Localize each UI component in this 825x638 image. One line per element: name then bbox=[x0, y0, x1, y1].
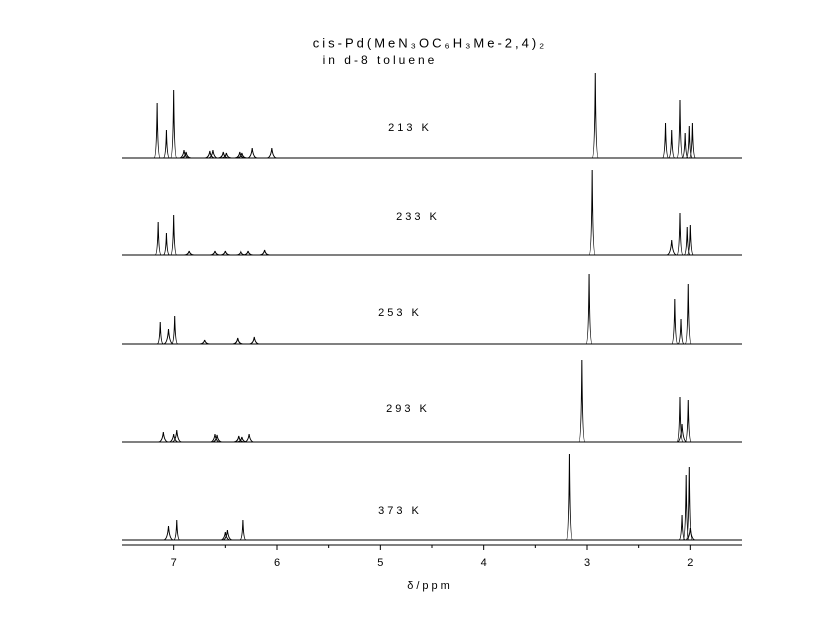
peak bbox=[173, 519, 181, 541]
peak bbox=[243, 250, 254, 256]
peak bbox=[163, 232, 170, 256]
peak bbox=[199, 339, 210, 345]
peak bbox=[671, 298, 679, 345]
x-tick-label: 3 bbox=[584, 557, 590, 569]
peak bbox=[234, 151, 245, 159]
peak bbox=[153, 102, 161, 159]
x-tick-label: 4 bbox=[481, 557, 487, 569]
peak bbox=[578, 359, 586, 443]
peak bbox=[184, 250, 195, 256]
peak bbox=[684, 283, 692, 345]
peak bbox=[171, 429, 182, 443]
peak bbox=[170, 214, 178, 256]
peak bbox=[591, 72, 599, 159]
peak bbox=[662, 122, 670, 159]
peak bbox=[683, 226, 691, 256]
peak bbox=[247, 147, 258, 159]
spectrum-label: 233 K bbox=[396, 211, 440, 223]
peak bbox=[168, 433, 179, 443]
peak bbox=[207, 149, 218, 159]
peak bbox=[244, 433, 255, 443]
peak bbox=[209, 433, 221, 443]
peak bbox=[209, 250, 221, 256]
peak bbox=[163, 328, 174, 345]
peak bbox=[212, 434, 223, 443]
peak bbox=[266, 147, 277, 159]
peak bbox=[676, 99, 684, 159]
peak bbox=[676, 396, 684, 443]
peak bbox=[178, 149, 190, 159]
peak bbox=[158, 431, 169, 443]
peak bbox=[565, 453, 573, 541]
peak bbox=[239, 519, 247, 541]
spectrum-label: 253 K bbox=[378, 307, 422, 319]
x-tick-label: 2 bbox=[687, 557, 693, 569]
peak bbox=[171, 315, 179, 345]
peak bbox=[220, 531, 231, 541]
peak bbox=[162, 129, 170, 159]
peak bbox=[170, 89, 178, 159]
peak bbox=[259, 249, 270, 256]
x-axis-label: δ/ppm bbox=[407, 580, 453, 592]
peak bbox=[236, 152, 247, 159]
peak bbox=[233, 435, 244, 443]
peak bbox=[682, 474, 690, 541]
peak bbox=[220, 250, 231, 256]
peak bbox=[221, 152, 232, 159]
peak bbox=[218, 151, 229, 159]
peak bbox=[668, 129, 676, 159]
peak bbox=[677, 318, 685, 345]
peak bbox=[585, 273, 593, 345]
peak bbox=[249, 336, 260, 345]
peak bbox=[181, 151, 192, 159]
peak bbox=[222, 529, 233, 541]
chart-subtitle: in d-8 toluene bbox=[323, 53, 438, 67]
peak bbox=[666, 239, 677, 256]
x-tick-label: 7 bbox=[171, 557, 177, 569]
peak bbox=[156, 321, 164, 345]
peak bbox=[686, 224, 694, 256]
peak bbox=[685, 125, 693, 159]
spectrum-label: 373 K bbox=[378, 505, 422, 517]
spectrum-label: 213 K bbox=[388, 122, 432, 134]
peak bbox=[688, 122, 696, 159]
peak bbox=[676, 423, 688, 443]
peak bbox=[685, 527, 696, 541]
peak bbox=[684, 399, 692, 443]
peak bbox=[681, 132, 689, 159]
peak bbox=[154, 221, 162, 256]
chart-title: cis-Pd(MeN₃OC₆H₃Me-2,4)₂ bbox=[313, 35, 547, 50]
peak bbox=[232, 337, 243, 345]
peak bbox=[676, 212, 684, 256]
peak bbox=[588, 169, 596, 256]
x-tick-label: 5 bbox=[377, 557, 383, 569]
peak bbox=[204, 150, 215, 159]
peak bbox=[163, 525, 174, 541]
x-tick-label: 6 bbox=[274, 557, 280, 569]
spectrum-label: 293 K bbox=[386, 403, 430, 415]
